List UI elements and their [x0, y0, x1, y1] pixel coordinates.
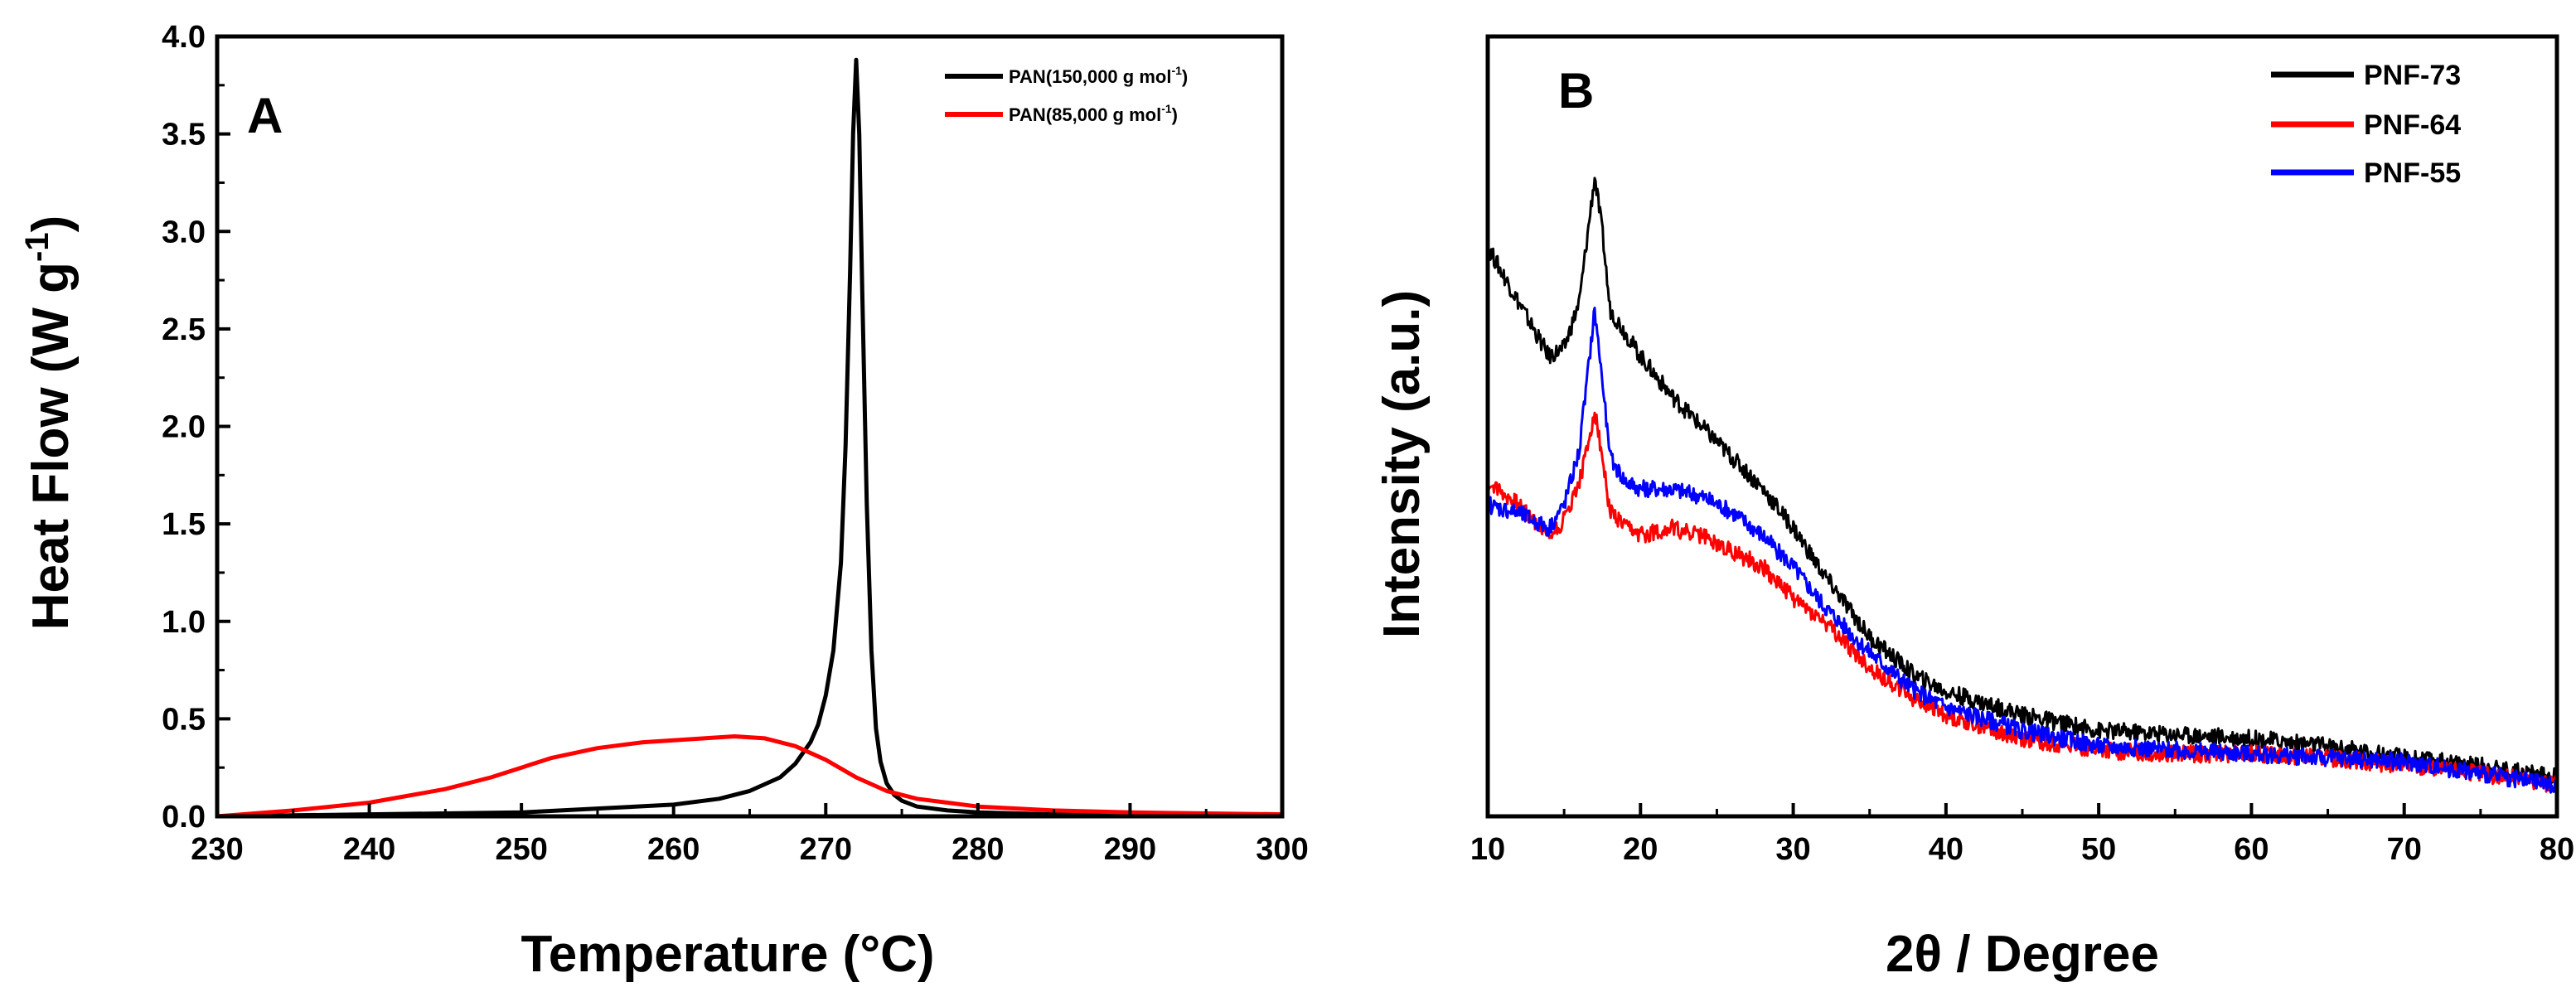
panel-b-plot-frame: [1485, 34, 2559, 819]
panel-b-y-axis-title: Intensity (a.u.): [1373, 290, 1431, 638]
y-tick-label: 2.5: [162, 312, 206, 347]
panel-b-chart: 10 20 30 40 50 60 70 80 B PNF-73 PNF-64 PNF-55 …: [1373, 34, 2574, 983]
x-tick-label: 290: [1104, 832, 1156, 867]
panel-a-series-layer: [216, 57, 1283, 819]
x-tick-label: 20: [1623, 832, 1658, 867]
panel-a-legend: PAN(150,000 g mol-1) PAN(85,000 g mol-1): [945, 64, 1188, 125]
panel-b-letter: B: [1558, 63, 1594, 119]
x-tick-label: 280: [951, 832, 1004, 867]
panel-a-letter: A: [247, 88, 283, 143]
y-tick-label: 3.0: [162, 215, 206, 249]
series-line-pan-150-000-g-mol: [216, 57, 1283, 819]
y-tick-label: 0.5: [162, 702, 206, 737]
x-tick-label: 70: [2387, 832, 2422, 867]
panel-a-chart: 230 240 250 260 270 280 290 300 0.0 0.5 1.0 1.5 2.0 2…: [19, 20, 1309, 983]
x-tick-label: 80: [2540, 832, 2574, 867]
x-tick-label: 300: [1256, 832, 1308, 867]
panel-b-x-axis-title: 2θ / Degree: [1886, 926, 2159, 983]
x-tick-label: 10: [1470, 832, 1505, 867]
y-tick-label: 1.0: [162, 605, 206, 640]
legend-label-pan-150000: PAN(150,000 g mol-1): [1009, 64, 1188, 87]
legend-label-pan-85000: PAN(85,000 g mol-1): [1009, 102, 1178, 125]
panel-a-y-axis-title: Heat Flow (W g-1): [19, 215, 80, 631]
panel-b-series-layer: [1486, 177, 2559, 794]
x-tick-label: 260: [647, 832, 700, 867]
panel-b-legend: PNF-73 PNF-64 PNF-55: [2271, 60, 2461, 189]
series-line-pnf-55: [1486, 307, 2559, 794]
y-tick-label: 1.5: [162, 507, 206, 542]
y-tick-label: 3.5: [162, 118, 206, 152]
legend-label-pnf-64: PNF-64: [2364, 109, 2461, 141]
x-tick-label: 240: [343, 832, 395, 867]
x-tick-label: 40: [1929, 832, 1963, 867]
y-tick-label: 2.0: [162, 410, 206, 445]
x-tick-label: 30: [1775, 832, 1810, 867]
x-tick-label: 270: [800, 832, 852, 867]
x-tick-label: 250: [495, 832, 547, 867]
legend-label-pnf-73: PNF-73: [2364, 60, 2461, 91]
x-tick-label: 50: [2081, 832, 2116, 867]
series-line-pnf-73: [1486, 177, 2559, 786]
panel-a-ticks: 230 240 250 260 270 280 290 300 0.0 0.5 1.0 1.5 2.0 2…: [162, 20, 1309, 867]
y-tick-label: 4.0: [162, 20, 206, 55]
series-line-pan-85-000-g-mol: [216, 734, 1283, 819]
panel-a-plot-frame: [215, 34, 1285, 819]
panel-b-ticks: 10 20 30 40 50 60 70 80: [1470, 803, 2574, 867]
x-tick-label: 230: [191, 832, 243, 867]
x-tick-label: 60: [2234, 832, 2269, 867]
panel-a-x-axis-title: Temperature (°C): [521, 926, 934, 983]
y-tick-label: 0.0: [162, 800, 206, 835]
legend-label-pnf-55: PNF-55: [2364, 157, 2461, 189]
